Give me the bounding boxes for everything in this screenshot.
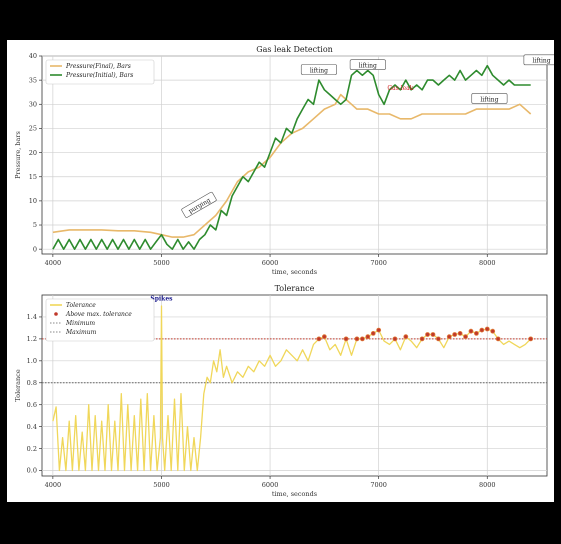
x-axis-label: time, seconds <box>272 490 317 498</box>
above-max-marker <box>376 327 382 333</box>
above-max-marker <box>435 336 441 342</box>
above-max-marker <box>457 330 463 336</box>
legend-label: Pressure(Initial), Bars <box>65 72 133 79</box>
top-black-band <box>0 0 561 40</box>
annotation-label: lifting <box>480 96 498 103</box>
annotation-frame <box>349 59 386 70</box>
above-max-marker <box>370 330 376 336</box>
above-max-marker <box>354 336 360 342</box>
x-tick-label: 8000 <box>479 259 496 267</box>
y-tick-label: 35 <box>29 76 37 84</box>
chart-1: 4000 5000 6000 7000 8000 0.0 0.2 0.4 0.6 0.8 1.0 1.… <box>14 284 548 498</box>
y-tick-label: 1.2 <box>27 335 37 343</box>
above-max-marker <box>343 336 349 342</box>
above-max-marker <box>452 332 458 337</box>
legend-label: Above max. tolerance <box>65 311 132 318</box>
y-axis-label: Tolerance <box>14 369 22 401</box>
legend-label: Minimum <box>65 320 95 327</box>
chart-title: Gas leak Detection <box>256 45 333 54</box>
annotation-frame <box>300 64 337 75</box>
annotation-label: Gas leak <box>387 85 413 92</box>
x-axis-label: time, seconds <box>272 268 317 276</box>
series-line-0 <box>52 305 532 472</box>
above-max-marker <box>495 336 501 342</box>
above-max-marker <box>425 332 430 337</box>
plot-area <box>41 55 548 255</box>
above-max-marker <box>474 330 479 336</box>
y-tick-label: 0.0 <box>27 467 37 475</box>
series-line-1 <box>52 64 531 250</box>
y-tick-label: 0.6 <box>27 401 37 409</box>
above-max-marker <box>479 327 485 333</box>
figure-panel: 4000 5000 6000 7000 8000 0 5 10 15 20 25 30 35 40 Gas … <box>7 40 560 502</box>
y-tick-label: 30 <box>29 100 37 108</box>
y-tick-label: 0 <box>33 245 37 253</box>
x-tick-label: 7000 <box>370 259 387 267</box>
y-tick-label: 10 <box>29 197 37 205</box>
y-tick-label: 0.8 <box>27 379 37 387</box>
above-max-marker <box>468 328 474 334</box>
y-tick-label: 40 <box>29 52 37 60</box>
legend-label: Pressure(Final), Bars <box>65 63 131 70</box>
annotation-label: Spikes <box>150 295 173 302</box>
x-tick-label: 4000 <box>45 259 62 267</box>
above-max-marker <box>403 334 409 340</box>
annotation-label: lifting <box>533 58 551 65</box>
annotation-box: lifting <box>349 59 386 70</box>
above-max-marker <box>490 328 496 334</box>
x-tick-label: 8000 <box>479 481 496 489</box>
annotation-frame <box>181 191 217 218</box>
y-tick-label: 20 <box>29 149 37 157</box>
y-tick-label: 1.0 <box>27 357 37 365</box>
legend-label: Tolerance <box>66 302 96 309</box>
above-max-marker <box>463 334 468 340</box>
annotation-box: lifting <box>523 54 560 66</box>
y-tick-label: 25 <box>29 125 37 133</box>
y-tick-label: 5 <box>33 221 37 229</box>
annotation-label: lifting <box>359 62 377 69</box>
annotation-box: lifting <box>300 64 337 75</box>
above-max-marker <box>528 336 534 342</box>
legend-label: Maximum <box>65 329 97 336</box>
legend <box>45 298 155 342</box>
above-max-marker <box>316 336 322 342</box>
figure-svg: 4000 5000 6000 7000 8000 0 5 10 15 20 25 30 35 40 Gas … <box>14 45 560 498</box>
y-axis-label: Pressure, bars <box>14 131 22 179</box>
chart-0: 4000 5000 6000 7000 8000 0 5 10 15 20 25 30 35 40 Gas … <box>14 45 560 276</box>
above-max-marker <box>484 326 490 332</box>
y-tick-label: 1.4 <box>27 313 37 321</box>
above-max-marker <box>392 336 398 342</box>
legend <box>45 59 155 85</box>
x-tick-label: 6000 <box>262 259 279 267</box>
x-tick-label: 6000 <box>262 481 279 489</box>
above-max-marker <box>321 334 327 340</box>
y-tick-label: 0.4 <box>27 423 37 431</box>
annotation-frame <box>471 93 508 104</box>
x-tick-label: 5000 <box>153 259 170 267</box>
y-tick-label: 15 <box>29 173 37 181</box>
annotation-label: lifting <box>310 67 328 74</box>
annotation-box: lifting <box>471 93 508 104</box>
x-tick-label: 7000 <box>370 481 387 489</box>
series-line-0 <box>52 93 532 238</box>
above-max-marker <box>365 334 371 340</box>
y-tick-label: 0.2 <box>27 445 37 453</box>
above-max-marker <box>419 336 425 342</box>
x-tick-label: 5000 <box>153 481 170 489</box>
chart-title: Tolerance <box>275 284 315 293</box>
above-max-marker <box>430 332 436 337</box>
above-max-marker <box>359 336 365 342</box>
bottom-black-band <box>0 502 561 544</box>
above-max-marker <box>446 334 452 340</box>
legend-swatch <box>54 312 58 316</box>
x-tick-label: 4000 <box>45 481 62 489</box>
